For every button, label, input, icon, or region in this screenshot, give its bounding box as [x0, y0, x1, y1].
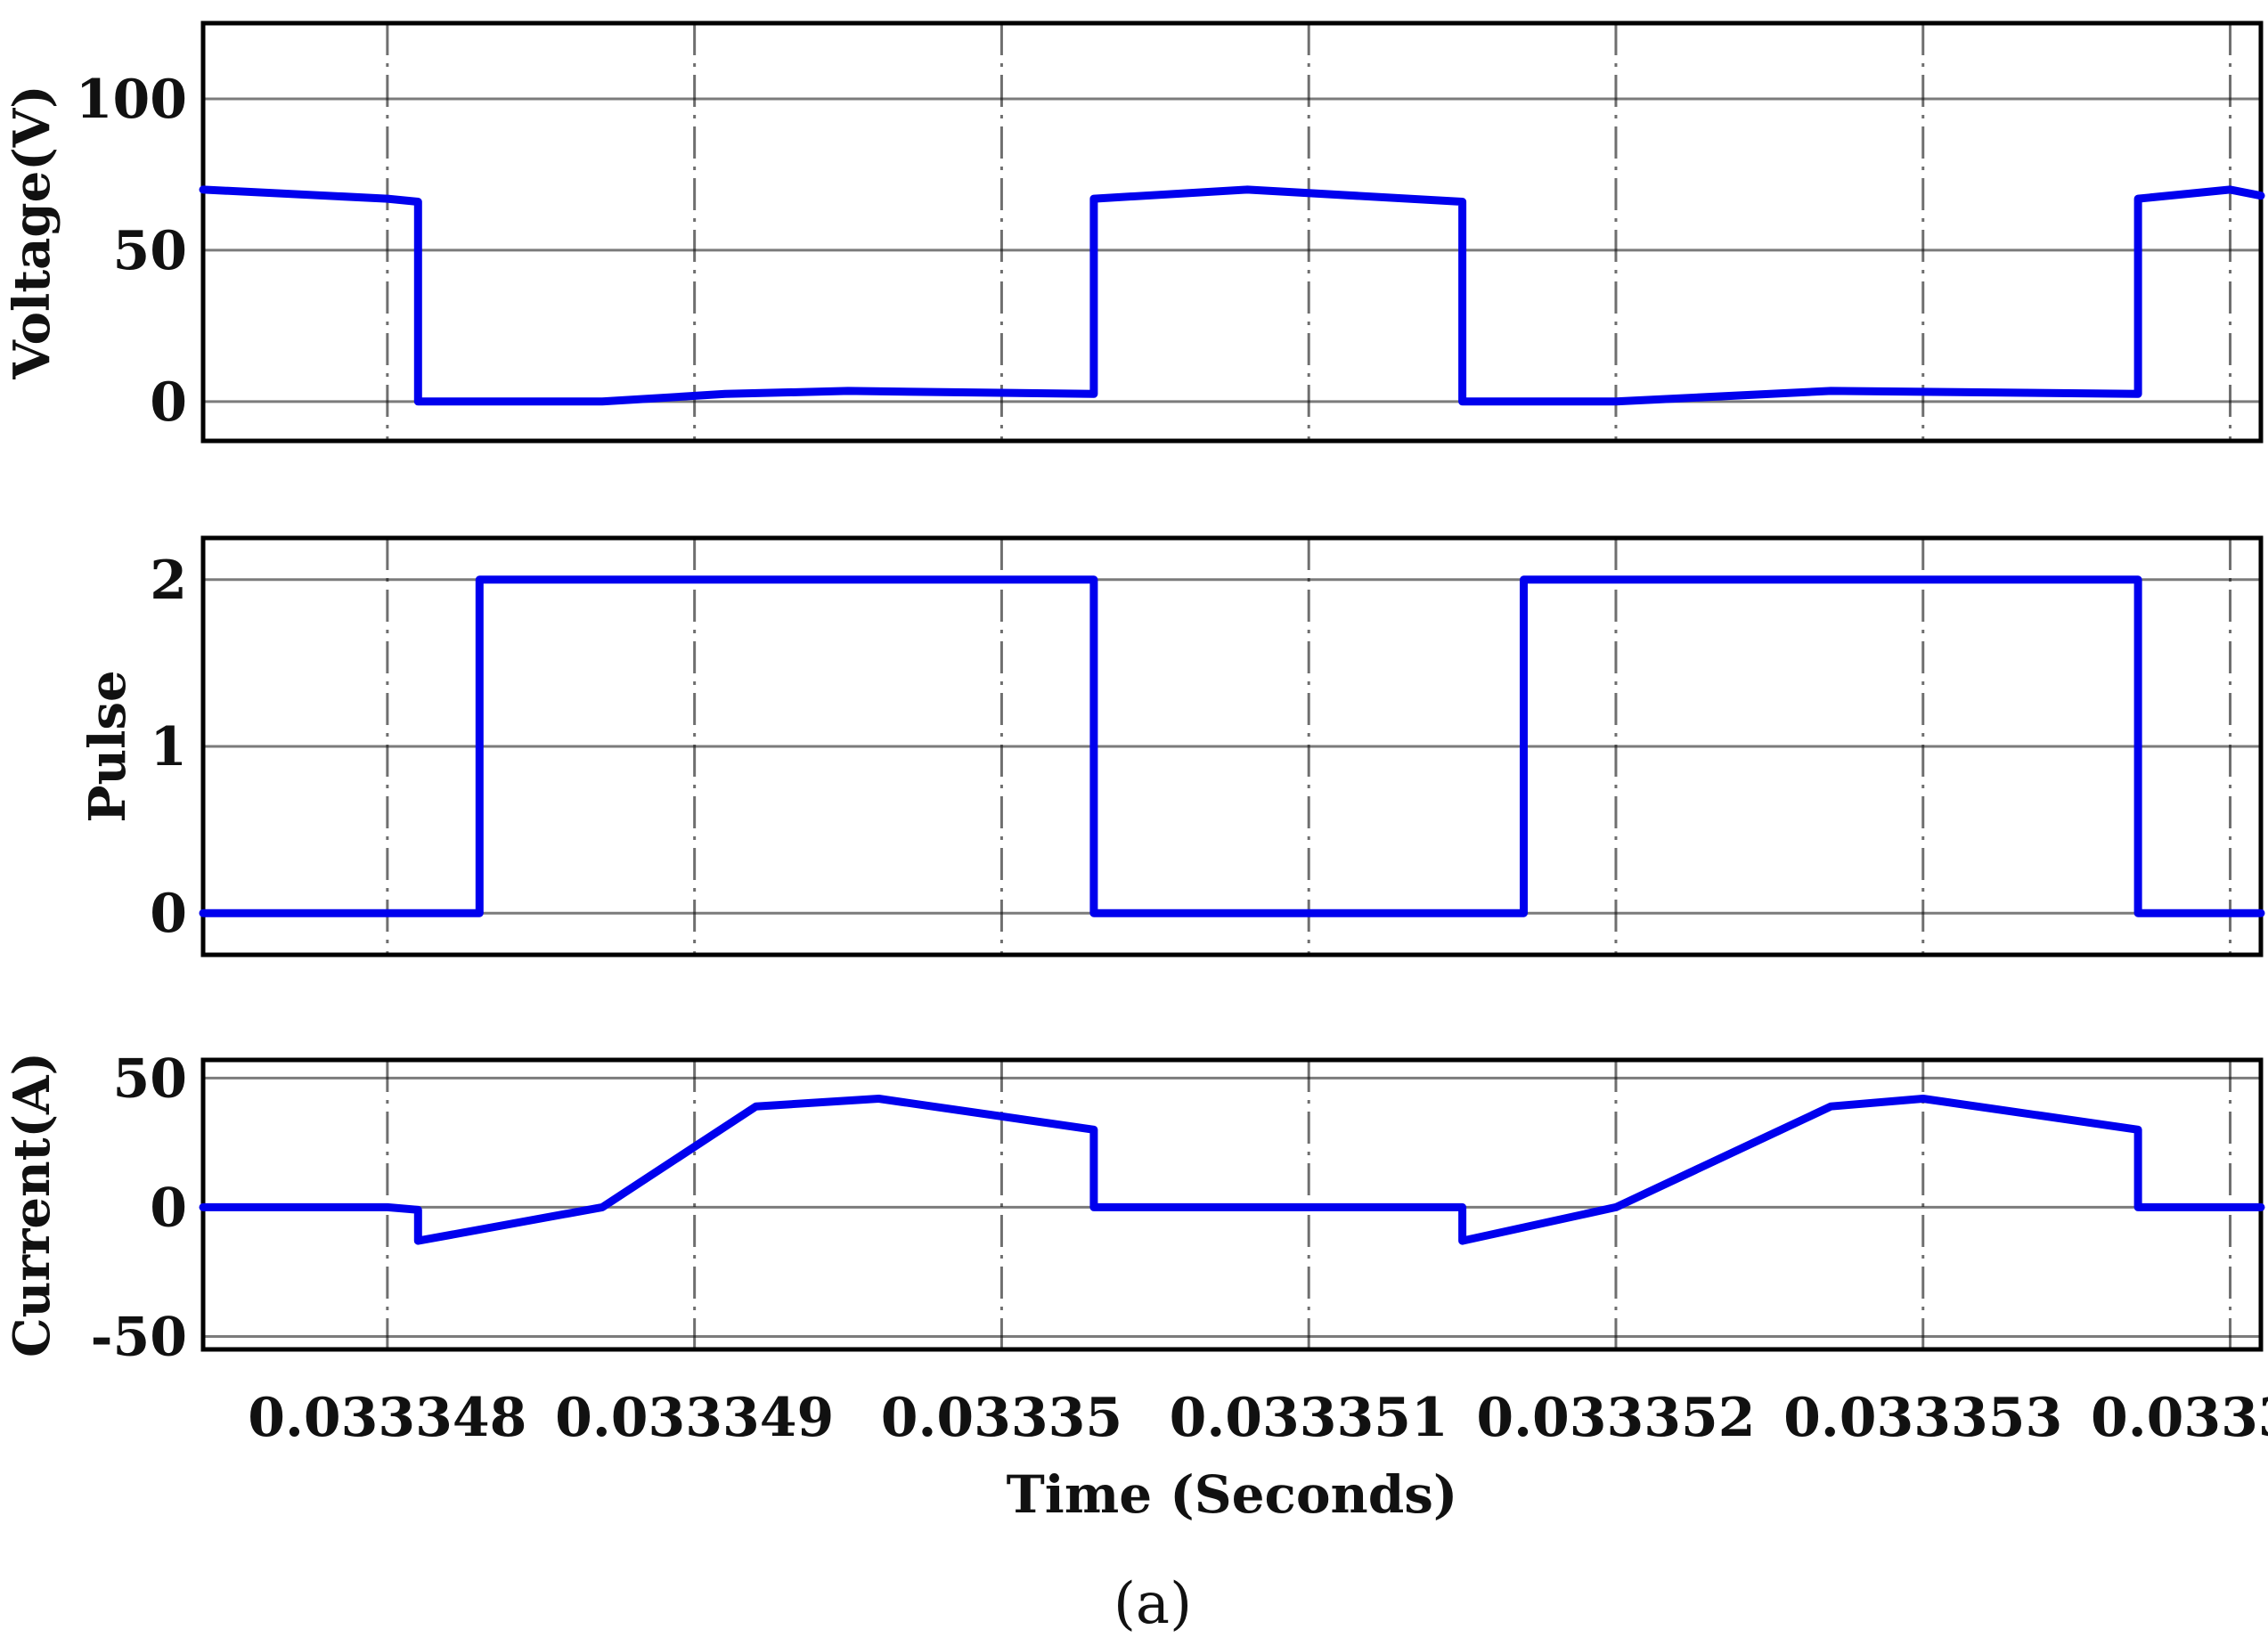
panel-frame	[200, 20, 2264, 444]
x-tick-label: 0.033352	[1476, 1387, 1755, 1449]
y-tick-label: 100	[76, 69, 187, 131]
panel-3: -50 0 50 Current(A)	[3, 1047, 2265, 1368]
y-axis-label: Current(A)	[3, 1052, 61, 1357]
y-tick-label: -50	[91, 1306, 187, 1368]
y-tick-label: 50	[113, 220, 188, 282]
panel-frame	[200, 535, 2264, 957]
x-tick-label: 0.033349	[555, 1387, 834, 1449]
series-line	[199, 1095, 2265, 1245]
x-tick-label: 0.033348	[248, 1387, 526, 1449]
x-tick-label: 0.033351	[1170, 1387, 1448, 1449]
panel-1: 0 50 100 Voltage(V)	[3, 20, 2265, 444]
figure-caption: (a)	[1114, 1571, 1192, 1637]
x-tick-label: 0.033353	[1783, 1387, 2062, 1449]
y-tick-label: 0	[150, 371, 187, 434]
series-line	[199, 185, 2265, 406]
y-tick-label: 2	[150, 550, 187, 612]
y-axis-label: Pulse	[78, 670, 137, 822]
y-tick-label: 50	[113, 1047, 188, 1110]
y-tick-label: 1	[150, 716, 187, 778]
x-tick-label: 0.033354	[2091, 1387, 2268, 1449]
y-axis-label: Voltage(V)	[3, 85, 61, 379]
series-line	[199, 575, 2265, 917]
y-tick-label: 0	[150, 1177, 187, 1239]
x-tick-label: 0.03335	[881, 1387, 1122, 1449]
x-axis-label: Time (Seconds)	[1007, 1464, 1458, 1525]
y-tick-label: 0	[150, 883, 187, 945]
